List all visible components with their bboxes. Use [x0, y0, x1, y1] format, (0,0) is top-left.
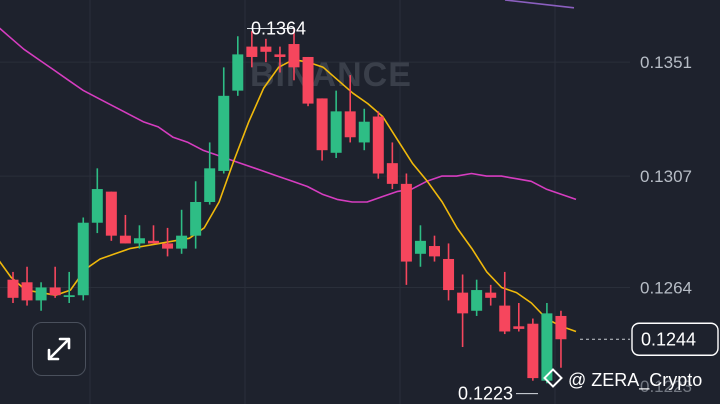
candle-body-23 — [330, 111, 342, 153]
candle-body-5 — [77, 222, 89, 296]
candle-34 — [485, 284, 497, 306]
candle-body-14 — [204, 168, 216, 202]
candle-body-18 — [260, 46, 272, 52]
candle-body-11 — [162, 243, 174, 249]
candle-0 — [7, 271, 19, 303]
candle-body-38 — [541, 313, 553, 381]
candle-body-37 — [527, 323, 539, 379]
candle-22 — [316, 98, 328, 161]
candle-16 — [232, 36, 244, 96]
candle-body-22 — [316, 98, 328, 151]
expand-arrows-icon — [47, 337, 71, 361]
candle-body-34 — [485, 292, 497, 298]
candle-body-1 — [21, 282, 33, 301]
candle-body-31 — [443, 258, 455, 291]
candle-body-16 — [232, 54, 244, 91]
candle-25 — [358, 108, 370, 151]
candle-body-19 — [274, 54, 286, 57]
candle-6 — [91, 168, 103, 234]
candle-body-20 — [288, 44, 300, 68]
candle-21 — [302, 56, 314, 107]
candle-2 — [35, 282, 47, 311]
binance-logo-icon — [543, 368, 563, 388]
candle-26 — [372, 111, 384, 179]
candle-4 — [63, 271, 75, 303]
candle-body-10 — [148, 240, 159, 244]
candle-33 — [471, 279, 483, 316]
y-tick-label-bottom: 0.1223 — [640, 377, 692, 396]
candle-8 — [119, 214, 131, 244]
candle-body-35 — [499, 305, 511, 332]
candle-10 — [148, 225, 159, 244]
candle-body-15 — [218, 95, 230, 171]
ma-slow-line — [0, 27, 577, 203]
high-annotation-label: 0.1364 — [251, 18, 306, 38]
candle-37 — [527, 318, 539, 381]
y-tick-label-1: 0.1307 — [640, 167, 692, 186]
candle-32 — [457, 274, 469, 348]
candle-body-27 — [386, 163, 398, 184]
candle-body-21 — [302, 56, 314, 104]
candle-body-13 — [190, 202, 202, 236]
candle-body-2 — [35, 287, 47, 301]
candle-27 — [386, 142, 398, 190]
candle-body-6 — [91, 189, 103, 223]
candle-12 — [176, 209, 188, 254]
candle-body-24 — [344, 111, 356, 138]
current-price-label: 0.1244 — [641, 329, 696, 349]
candle-body-0 — [7, 279, 19, 298]
ma-long-line — [504, 0, 575, 9]
candle-body-30 — [429, 246, 440, 257]
candle-13 — [190, 181, 202, 249]
candle-body-9 — [133, 238, 145, 244]
candle-body-8 — [119, 235, 131, 244]
candle-body-32 — [457, 292, 469, 314]
candle-body-25 — [358, 121, 370, 143]
ma-fast-line — [0, 58, 577, 333]
candle-body-29 — [414, 240, 426, 254]
candle-body-33 — [471, 290, 483, 311]
candle-36 — [513, 303, 525, 332]
binance-logo-shape — [543, 368, 563, 388]
candle-30 — [429, 235, 440, 262]
current-price-box — [631, 322, 719, 356]
low-annotation-label: 0.1223 — [458, 384, 513, 404]
candle-18 — [260, 38, 272, 63]
candle-23 — [330, 90, 342, 158]
candle-5 — [77, 217, 89, 301]
candle-20 — [288, 28, 300, 81]
candle-14 — [204, 142, 216, 205]
candle-body-17 — [246, 46, 258, 57]
candle-body-39 — [555, 315, 567, 340]
y-tick-label-0: 0.1351 — [640, 53, 692, 72]
candle-38 — [541, 303, 553, 384]
candle-7 — [105, 191, 117, 241]
candle-body-28 — [400, 183, 412, 262]
expand-button[interactable] — [32, 322, 86, 376]
caption-text: @ ZERA_Crypto — [568, 370, 702, 391]
candle-1 — [21, 266, 33, 306]
candle-9 — [133, 225, 145, 249]
candle-body-36 — [513, 326, 525, 329]
candle-15 — [218, 67, 230, 174]
candle-body-4 — [63, 295, 75, 298]
candle-body-26 — [372, 116, 384, 174]
candle-body-7 — [105, 191, 117, 236]
candle-31 — [443, 243, 455, 301]
candle-17 — [246, 31, 258, 68]
watermark: BINANCE — [250, 56, 412, 94]
y-tick-label-2: 0.1264 — [640, 278, 692, 297]
candle-19 — [274, 46, 286, 73]
candle-3 — [49, 266, 61, 298]
candle-body-12 — [176, 235, 188, 249]
candle-28 — [400, 173, 412, 285]
candle-body-3 — [49, 287, 61, 296]
candle-24 — [344, 75, 356, 143]
candle-29 — [414, 225, 426, 267]
candle-35 — [499, 271, 511, 335]
candle-39 — [555, 310, 567, 368]
candle-11 — [162, 227, 174, 257]
